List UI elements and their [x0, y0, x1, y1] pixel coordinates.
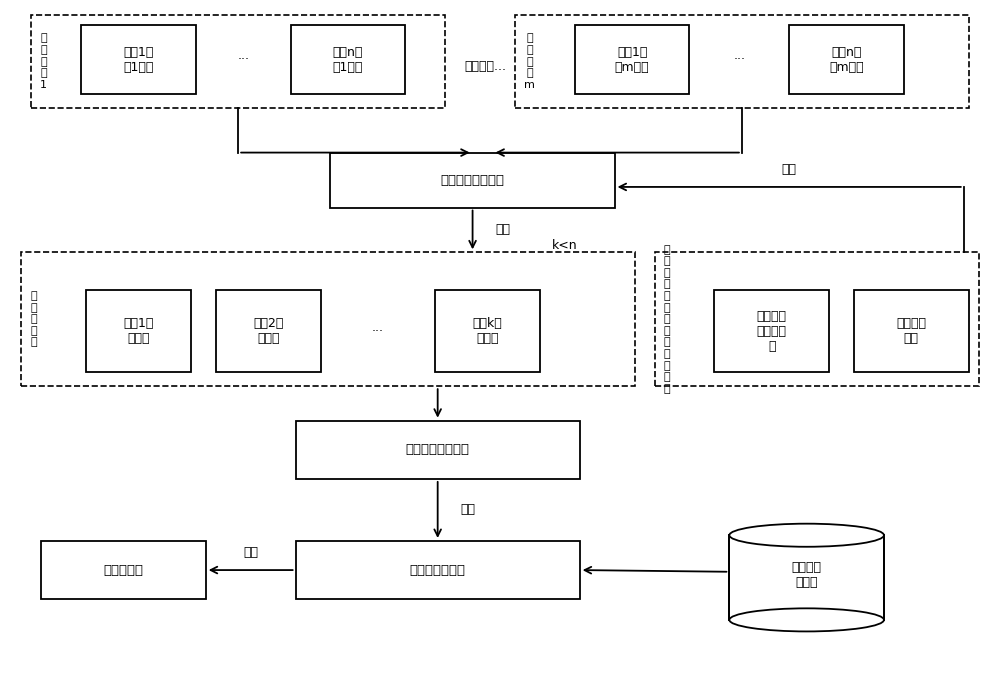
Bar [81, 26, 196, 94]
Bar [41, 541, 206, 600]
Bar [296, 421, 580, 479]
Bar [291, 26, 405, 94]
Text: 目标1载
荷1信息: 目标1载 荷1信息 [123, 46, 154, 74]
Text: 星上载荷信息提取: 星上载荷信息提取 [406, 443, 470, 456]
Text: 目标2载
荷信息: 目标2载 荷信息 [253, 317, 283, 345]
Text: 目标k载
荷信息: 目标k载 荷信息 [473, 317, 502, 345]
Bar [21, 253, 635, 386]
Text: ···: ··· [372, 325, 384, 338]
Bar [729, 524, 884, 535]
Bar [31, 15, 445, 108]
Bar [789, 26, 904, 94]
Bar [435, 290, 540, 373]
Bar [854, 290, 969, 373]
Bar [714, 290, 829, 373]
Bar [86, 290, 191, 373]
Text: 上行: 上行 [782, 164, 797, 176]
Bar [296, 541, 580, 600]
Text: 星
上
载
荷
1: 星 上 载 荷 1 [40, 33, 47, 90]
Text: 输出: 输出 [460, 504, 475, 516]
Text: 星上数据筛选分析: 星上数据筛选分析 [441, 174, 505, 186]
Text: 星
上
缓
冲
区: 星 上 缓 冲 区 [30, 291, 37, 348]
Text: 精准定位
与识别消
息: 精准定位 与识别消 息 [757, 310, 787, 353]
Ellipse shape [729, 609, 884, 631]
Bar [515, 15, 969, 108]
Text: 目标1载
荷信息: 目标1载 荷信息 [123, 317, 154, 345]
Bar [575, 26, 689, 94]
Text: 数据链消
息字典: 数据链消 息字典 [792, 561, 822, 589]
Text: k<n: k<n [552, 239, 578, 252]
Text: 地
面
（
指
控
）
平
台
数
据
链
消
息: 地 面 （ 指 控 ） 平 台 数 据 链 消 息 [664, 245, 670, 394]
Bar [330, 152, 615, 208]
Text: 数据链消息生成: 数据链消息生成 [410, 564, 466, 577]
Text: 卫星地面站: 卫星地面站 [104, 564, 144, 577]
Text: 目标航迹
消息: 目标航迹 消息 [896, 317, 926, 345]
Text: 目标n载
荷1信息: 目标n载 荷1信息 [333, 46, 363, 74]
Ellipse shape [729, 524, 884, 546]
Text: 输出: 输出 [495, 224, 510, 237]
Text: 目标n载
荷m信息: 目标n载 荷m信息 [829, 46, 864, 74]
Text: 下行: 下行 [243, 546, 258, 560]
Text: 星上载荷...: 星上载荷... [464, 60, 506, 73]
Text: ···: ··· [237, 53, 249, 66]
Text: 目标1载
荷m信息: 目标1载 荷m信息 [615, 46, 649, 74]
Bar [216, 290, 320, 373]
Bar [729, 535, 884, 620]
Bar [655, 253, 979, 386]
Text: 星
上
载
荷
m: 星 上 载 荷 m [524, 33, 535, 90]
Text: ···: ··· [733, 53, 745, 66]
